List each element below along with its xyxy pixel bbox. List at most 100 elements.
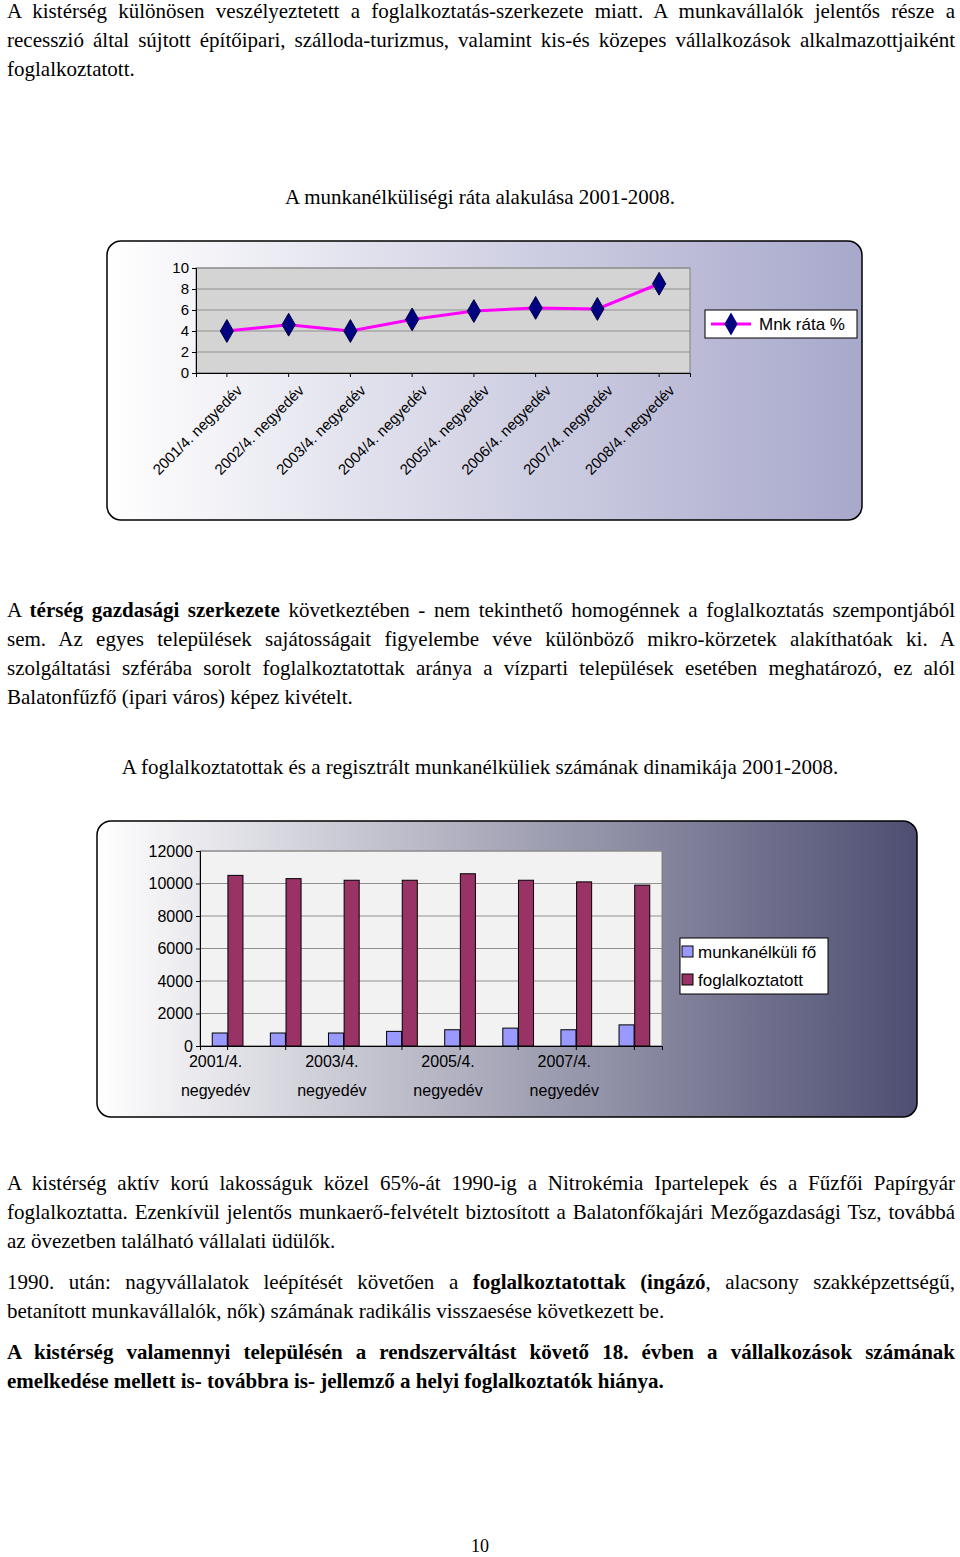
bar: [518, 880, 533, 1046]
y-tick-label: 10000: [149, 875, 194, 892]
y-tick-mark: [196, 851, 200, 852]
legend: Mnk ráta %: [705, 310, 857, 338]
text-run: A kistérség különösen veszélyeztetett a …: [7, 0, 955, 81]
text-run: A: [7, 598, 30, 622]
y-tick: 6000: [157, 940, 200, 957]
y-tick-mark: [192, 331, 196, 332]
x-tick-mark: [576, 1046, 577, 1050]
chart: 0 2000 4000 6000 8000 10000 12000 2001/4. negyed…: [96, 820, 918, 1118]
marker: [591, 298, 604, 321]
x-tick-label: 2005/4.negyedév: [413, 1053, 482, 1099]
legend-swatch: [682, 974, 693, 985]
chart-title: A foglalkoztatottak és a regisztrált mun…: [0, 753, 960, 782]
y-tick-label: 6000: [157, 940, 193, 957]
legend-swatch: [682, 946, 693, 957]
x-tick-label-line: negyedév: [297, 1082, 366, 1099]
bar: [619, 1025, 634, 1046]
y-tick: 2: [181, 343, 196, 360]
grid-line: [200, 981, 662, 982]
x-tick: 2008/4. negyedév: [581, 373, 678, 478]
chart: 02468102001/4. negyedév2002/4. negyedév2…: [106, 240, 863, 521]
x-tick-label-line: 2001/4.: [189, 1053, 242, 1070]
y-tick-mark: [196, 1014, 200, 1015]
paragraph: A kistérség aktív korú lakosságuk közel …: [7, 1169, 955, 1256]
page: A kistérség különösen veszélyeztetett a …: [0, 0, 960, 1557]
y-tick-label: 0: [181, 364, 189, 381]
marker: [467, 300, 480, 323]
x-tick-label: 2007/4. negyedév: [530, 1053, 599, 1099]
y-tick: 0: [184, 1038, 200, 1055]
y-tick-mark: [196, 916, 200, 917]
bold-text: térség gazdasági szerkezete: [30, 598, 280, 622]
bar: [328, 1033, 343, 1046]
x-tick: [401, 1046, 402, 1050]
grid-line: [200, 883, 662, 884]
x-axis-line: [201, 1047, 663, 1051]
y-axis: 0 2000 4000 6000 8000 10000 12000: [149, 843, 201, 1055]
y-tick-mark: [192, 352, 196, 353]
x-tick-label-line: negyedév: [530, 1082, 599, 1099]
legend-label: foglalkoztatott: [698, 971, 803, 990]
x-axis: 2001/4. negyedév2002/4. negyedév2003/4. …: [149, 373, 690, 478]
x-tick-mark: [412, 373, 413, 377]
y-axis-line: [192, 269, 197, 374]
grid-line: [200, 1013, 662, 1014]
x-tick-mark: [227, 1046, 228, 1050]
legend-box: [705, 310, 857, 338]
y-tick-mark: [196, 949, 200, 950]
x-tick: 2007/4. negyedév: [530, 1046, 599, 1099]
bold-text: A kistérség valamennyi településén a ren…: [7, 1340, 955, 1393]
x-tick-label: 2008/4. negyedév: [581, 381, 678, 478]
x-tick-label-line: 2003/4.: [305, 1053, 358, 1070]
x-tick-label-line: negyedév: [181, 1082, 250, 1099]
marker: [344, 320, 357, 343]
y-tick-label: 4000: [157, 973, 193, 990]
paragraph: 1990. után: nagyvállalatok leépítését kö…: [7, 1268, 955, 1326]
marks: [212, 874, 650, 1046]
x-tick-mark: [473, 373, 474, 377]
x-tick: 2001/4. negyedév: [181, 1046, 250, 1099]
y-tick-label: 2000: [157, 1005, 193, 1022]
paragraph: A kistérség valamennyi településén a ren…: [7, 1338, 955, 1396]
chart-title: A munkanélküliségi ráta alakulása 2001-2…: [0, 183, 960, 212]
x-tick-label: 2001/4. negyedév: [181, 1053, 250, 1099]
x-tick-label-line: negyedév: [413, 1082, 482, 1099]
y-tick: 8000: [157, 908, 200, 925]
x-tick: [518, 1046, 519, 1050]
chart-frame: [107, 241, 862, 520]
bar: [577, 882, 592, 1046]
x-tick: [634, 1046, 635, 1050]
grid-line: [200, 948, 662, 949]
plot-area: [196, 268, 690, 373]
y-tick-mark: [192, 268, 196, 269]
marker: [282, 313, 295, 336]
grid-line: [196, 310, 690, 311]
x-tick-mark: [518, 1046, 519, 1050]
x-tick-mark: [659, 373, 660, 377]
bar: [635, 885, 650, 1046]
y-tick-label: 12000: [149, 843, 194, 860]
x-tick-mark: [288, 373, 289, 377]
y-tick-label: 10: [172, 259, 189, 276]
marker: [406, 308, 419, 331]
y-tick-label: 8: [181, 280, 189, 297]
y-tick: 10: [172, 259, 196, 276]
y-tick: 2000: [157, 1005, 200, 1022]
x-tick-mark: [460, 1046, 461, 1050]
x-tick: [285, 1046, 286, 1050]
x-tick-label-line: 2007/4.: [538, 1053, 591, 1070]
x-tick-mark: [634, 1046, 635, 1050]
grid-line: [196, 289, 690, 290]
x-tick-mark: [226, 373, 227, 377]
legend-label: munkanélküli fő: [698, 943, 816, 962]
y-tick-label: 0: [184, 1038, 193, 1055]
grid-line: [200, 851, 662, 852]
bar: [503, 1028, 518, 1046]
x-tick-mark: [597, 373, 598, 377]
bar: [460, 874, 475, 1046]
grid-line: [196, 352, 690, 353]
x-tick-mark: [350, 373, 351, 377]
paragraph: A térség gazdasági szerkezete következté…: [7, 596, 955, 712]
page-number: 10: [0, 1536, 960, 1557]
bar: [402, 880, 417, 1046]
